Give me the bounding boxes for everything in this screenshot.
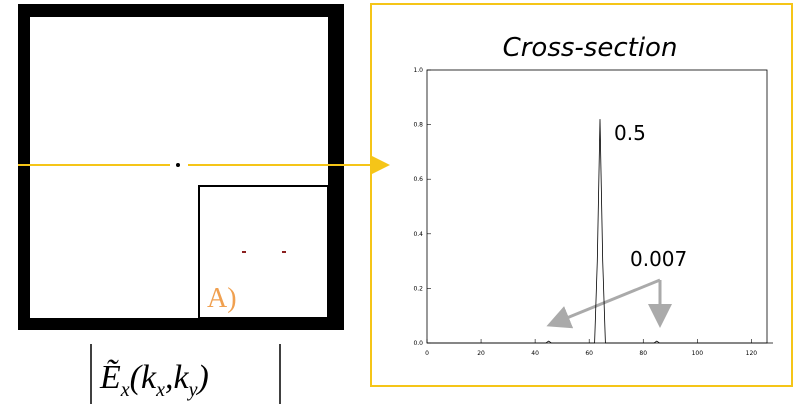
x-tick-label: 20 bbox=[477, 350, 485, 357]
plot-area bbox=[427, 70, 767, 343]
y-tick-label: 0.8 bbox=[413, 122, 423, 129]
center-spot bbox=[176, 163, 180, 167]
x-tick-label: 0 bbox=[425, 350, 429, 357]
caption-part: ,k bbox=[165, 359, 190, 396]
caption-part: Ẽ bbox=[99, 359, 121, 396]
y-tick-label: 0.0 bbox=[413, 340, 423, 347]
x-tick-label: 100 bbox=[692, 350, 704, 357]
annotation-arrow bbox=[552, 280, 660, 324]
x-tick-label: 80 bbox=[639, 350, 647, 357]
y-tick-label: 0.6 bbox=[413, 176, 423, 183]
annotation: 0.007 bbox=[630, 247, 687, 271]
panel-label: A) bbox=[207, 283, 237, 314]
y-tick-label: 0.4 bbox=[413, 231, 423, 238]
x-tick-label: 120 bbox=[746, 350, 758, 357]
caption-part: ) bbox=[195, 359, 208, 396]
caption: Ẽx(kx,ky) bbox=[99, 359, 209, 401]
annotation: 0.5 bbox=[614, 121, 646, 145]
x-tick-label: 60 bbox=[585, 350, 593, 357]
line bbox=[427, 119, 773, 343]
y-tick-label: 0.2 bbox=[413, 285, 423, 292]
caption-part: (k bbox=[130, 359, 157, 396]
y-tick-label: 1.0 bbox=[413, 67, 423, 74]
caption-part: x bbox=[155, 379, 165, 401]
caption-part: y bbox=[187, 379, 198, 401]
figure: A) Ẽx(kx,ky) Cross-section 0.5 0.007 020… bbox=[0, 0, 804, 411]
chart-title: Cross-section bbox=[503, 33, 678, 63]
caption-part: x bbox=[120, 379, 130, 401]
x-tick-label: 40 bbox=[531, 350, 539, 357]
